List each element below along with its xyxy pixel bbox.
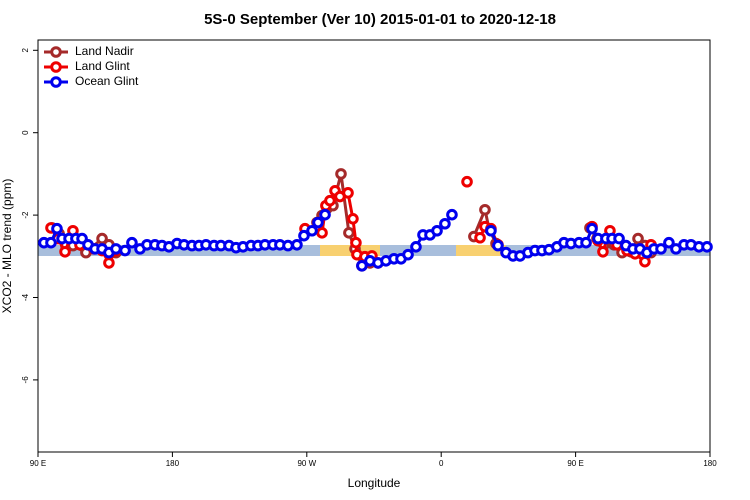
land-band (456, 245, 506, 256)
data-point (492, 239, 504, 252)
data-point (96, 232, 108, 245)
legend-marker (50, 76, 62, 88)
data-point (356, 259, 368, 272)
data-point (586, 222, 598, 235)
y-tick-label: -4 (21, 293, 30, 301)
data-point (298, 229, 310, 242)
data-point (291, 238, 303, 251)
y-tick-label: -6 (21, 376, 30, 384)
data-point (316, 227, 328, 239)
y-tick-label: 0 (21, 130, 30, 135)
x-tick-label: 90 E (567, 459, 583, 468)
x-tick-label: 180 (166, 459, 180, 468)
legend-label: Land Glint (75, 59, 130, 73)
data-point (439, 217, 451, 230)
legend-marker (50, 61, 62, 73)
data-point (306, 224, 318, 237)
data-point (103, 257, 115, 269)
data-point (45, 236, 57, 249)
legend-label: Land Nadir (75, 44, 134, 58)
data-point (431, 224, 443, 237)
data-point (350, 236, 362, 249)
data-point (342, 187, 354, 199)
data-point (319, 208, 331, 221)
data-point (110, 243, 122, 255)
y-tick-label: -2 (21, 211, 30, 219)
data-point (410, 241, 422, 253)
x-tick-label: 0 (439, 459, 444, 468)
data-point (282, 239, 294, 252)
data-point (479, 203, 491, 216)
data-point (312, 216, 324, 229)
data-point (446, 208, 458, 221)
x-tick-label: 180 (703, 459, 717, 468)
data-point (59, 245, 71, 258)
data-point (51, 222, 63, 235)
data-point (126, 236, 138, 249)
data-point (597, 245, 609, 258)
y-axis-label: XCO2 - MLO trend (ppm) (0, 179, 14, 314)
data-point (485, 224, 497, 237)
data-point (324, 194, 336, 207)
data-point (655, 243, 667, 255)
data-point (663, 236, 675, 249)
data-point (335, 168, 347, 180)
x-axis-label: Longitude (348, 476, 401, 490)
data-point (474, 231, 486, 244)
legend-marker (50, 46, 62, 58)
chart-title: 5S-0 September (Ver 10) 2015-01-01 to 20… (204, 11, 556, 28)
data-point (701, 241, 713, 253)
data-point (347, 213, 359, 225)
data-point (580, 236, 592, 249)
data-point (402, 248, 414, 261)
legend-label: Ocean Glint (75, 74, 139, 88)
data-point (613, 232, 625, 245)
data-point (119, 244, 131, 257)
data-point (632, 232, 644, 245)
y-tick-label: 2 (21, 48, 30, 53)
data-point (461, 175, 473, 188)
data-point (343, 227, 355, 239)
data-point (639, 255, 651, 268)
x-tick-label: 90 W (297, 459, 316, 468)
x-tick-label: 90 E (30, 459, 46, 468)
